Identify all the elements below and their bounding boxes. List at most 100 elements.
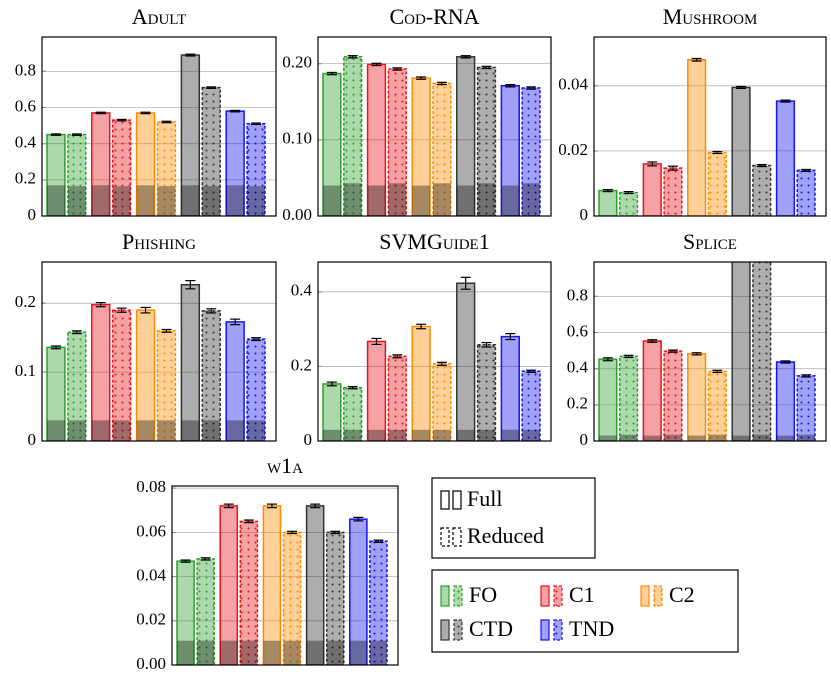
base-bar: [412, 185, 430, 216]
plot-frame: [171, 485, 399, 666]
y-tick-label: 0: [580, 205, 589, 224]
y-tick-label: 0.04: [136, 566, 166, 585]
y-tick-label: 0.2: [291, 355, 312, 374]
base-bar: [112, 186, 131, 216]
base-bar: [247, 186, 265, 216]
bar: [598, 189, 618, 216]
error-bar: [140, 111, 151, 115]
base-bar: [226, 420, 245, 441]
y-tick-label: 0.4: [567, 358, 589, 377]
base-bar: [522, 183, 540, 216]
y-tick-label: 0.4: [15, 133, 37, 152]
plot-frame: [317, 36, 552, 217]
base-bar: [708, 434, 727, 441]
base-bar: [687, 435, 706, 441]
base-bar: [177, 640, 195, 665]
base-bar: [181, 185, 200, 216]
base-bar: [599, 435, 617, 441]
legend-swatch: [453, 585, 463, 607]
subplot-title: Splice: [683, 229, 737, 254]
base-bar: [732, 435, 750, 441]
bar: [201, 310, 221, 441]
y-tick-label: 0.00: [282, 205, 312, 224]
bar: [156, 121, 177, 216]
error-bar: [623, 354, 634, 359]
error-bar: [95, 302, 106, 308]
base-bar: [326, 640, 344, 665]
bars: [46, 279, 266, 441]
error-bar: [251, 122, 262, 126]
error-bar: [691, 57, 702, 62]
y-tick-label: 0: [28, 430, 37, 449]
error-bar: [71, 133, 82, 136]
bar: [731, 262, 751, 441]
plot-frame: [41, 36, 277, 217]
base-bar: [112, 420, 131, 441]
error-bar: [353, 516, 364, 522]
error-bar: [602, 189, 613, 193]
error-bar: [780, 99, 791, 103]
y-tick-label: 0.1: [15, 361, 36, 380]
base-bar: [283, 640, 301, 665]
error-bar: [460, 55, 471, 59]
legend-label: C2: [669, 582, 695, 607]
bar: [752, 262, 772, 441]
error-bar: [180, 559, 191, 563]
legend-swatch: [540, 585, 550, 607]
error-bar: [602, 357, 613, 362]
y-tick-label: 0.08: [136, 477, 166, 496]
base-bar: [67, 186, 86, 216]
legend-swatch: [440, 527, 450, 547]
base-bar: [67, 420, 86, 441]
bar: [687, 353, 707, 441]
bar: [618, 191, 639, 216]
bar: [325, 531, 345, 665]
bar: [111, 309, 132, 441]
error-bar: [757, 259, 767, 261]
y-tick-label: 0.8: [567, 285, 588, 304]
bar: [366, 340, 387, 441]
error-bar: [460, 276, 471, 290]
bar: [663, 167, 683, 216]
plot-frame: [593, 36, 827, 217]
error-bar: [347, 55, 358, 59]
error-bar: [416, 323, 427, 330]
error-bar: [526, 369, 537, 373]
bar: [180, 283, 201, 441]
y-tick-label: 0: [580, 430, 589, 449]
plot-frame: [593, 261, 827, 442]
legend-swatch: [440, 619, 450, 641]
bar: [411, 325, 431, 441]
error-bar: [200, 557, 211, 561]
bar: [521, 87, 541, 216]
bar: [796, 375, 816, 441]
legend-swatch: [640, 585, 650, 607]
error-bar: [185, 279, 196, 290]
bar: [387, 355, 407, 441]
subplot-title: w1a: [267, 453, 303, 478]
base-bar: [220, 640, 238, 665]
error-bar: [223, 503, 234, 509]
base-bar: [136, 185, 155, 216]
base-bar: [433, 183, 451, 216]
bar: [432, 363, 452, 441]
error-bar: [780, 360, 791, 364]
error-bar: [206, 308, 217, 314]
legend-swatch: [440, 490, 450, 510]
error-bar: [623, 190, 634, 195]
error-bar: [347, 385, 358, 390]
bar: [687, 59, 707, 216]
base-bar: [433, 429, 451, 441]
error-bar: [712, 150, 723, 155]
method-legend-box: [431, 569, 739, 653]
legend-label: Reduced: [467, 523, 544, 548]
base-bar: [247, 420, 265, 441]
bars: [176, 503, 388, 665]
base-bar: [91, 185, 110, 216]
y-tick-label: 0.10: [282, 129, 312, 148]
base-bar: [323, 185, 341, 216]
base-bar: [263, 640, 281, 665]
base-bar: [226, 185, 245, 216]
base-bar: [157, 420, 176, 441]
error-bar: [243, 519, 254, 524]
